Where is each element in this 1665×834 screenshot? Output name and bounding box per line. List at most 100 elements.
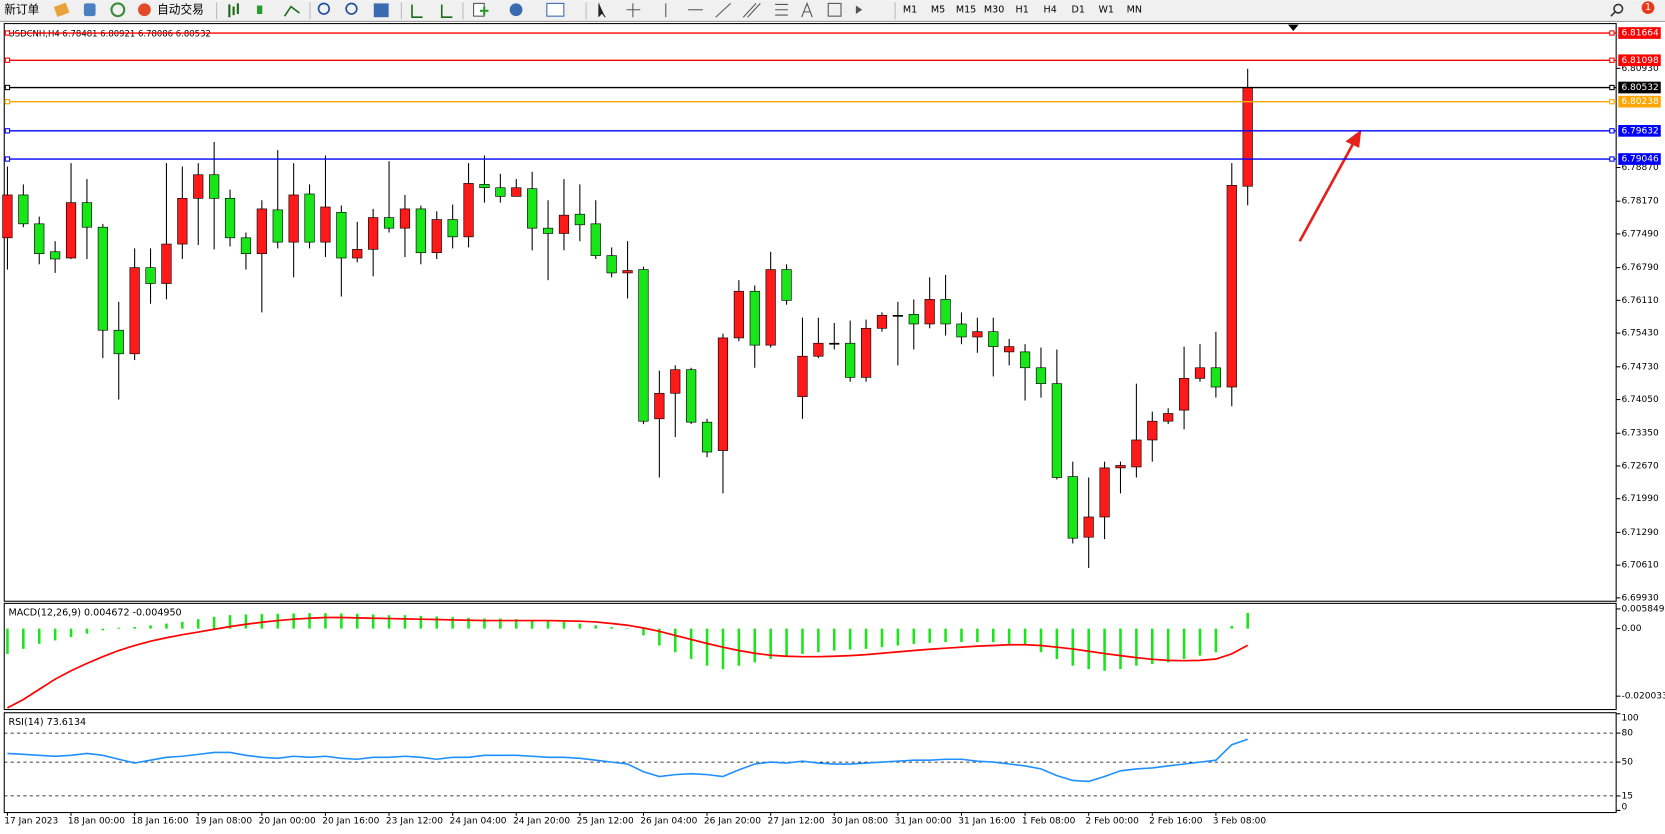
macd-bar (673, 628, 677, 653)
candle-body (654, 392, 665, 420)
timeframe-button[interactable]: H4 (1044, 4, 1057, 15)
timeframe-button[interactable]: M30 (984, 4, 1004, 15)
macd-bar (260, 614, 264, 629)
candle-body (1194, 367, 1206, 379)
macd-bar (1087, 628, 1090, 670)
candle-body (288, 194, 299, 243)
price-label-box (1618, 124, 1661, 137)
macd-bar (944, 628, 947, 643)
crosshair-icon[interactable] (626, 3, 641, 18)
price-label-box (1618, 27, 1661, 39)
x-tick-label: 2 Feb 16:00 (1149, 817, 1203, 827)
autoscroll-icon[interactable] (440, 4, 453, 19)
macd-bar (1182, 628, 1186, 659)
arrows-icon[interactable] (855, 5, 863, 15)
timeframe-button[interactable]: M15 (956, 4, 976, 15)
x-tick-label: 2 Feb 00:00 (1085, 817, 1139, 827)
macd-bar (1103, 628, 1106, 671)
candle-body (1035, 367, 1047, 384)
cursor-icon[interactable] (598, 3, 606, 18)
text-icon[interactable] (801, 1, 813, 18)
macd-bar (721, 628, 725, 670)
macd-bar (165, 623, 168, 629)
candle-body (1131, 439, 1142, 468)
macd-bar (801, 628, 804, 654)
y-tick-label: 6.80930 (1621, 64, 1659, 74)
macd-bar (928, 628, 931, 643)
annotation-arrowhead (1345, 129, 1362, 148)
timeframe-button[interactable]: D1 (1071, 4, 1084, 15)
line-icon[interactable] (283, 5, 300, 17)
candle-body (129, 267, 140, 355)
template-icon[interactable] (546, 2, 565, 17)
candle-body (1099, 467, 1110, 518)
candle-body (224, 198, 236, 239)
macd-bar (37, 628, 41, 644)
candle-body (558, 214, 570, 234)
macd-bar (562, 621, 566, 629)
line-handle (4, 57, 11, 63)
x-tick-label: 20 Jan 16:00 (322, 817, 379, 827)
label-icon[interactable] (827, 2, 842, 17)
zoom-in[interactable] (317, 2, 330, 15)
macd-bar (594, 625, 598, 629)
price-label: 6.79046 (1621, 155, 1659, 165)
new-order-button[interactable]: 新订单 (4, 2, 39, 16)
candle-body (383, 217, 395, 229)
macd-bar (1246, 612, 1249, 629)
timeframe-button[interactable]: H1 (1016, 4, 1029, 15)
candle-body (1163, 413, 1174, 422)
timeframe-button[interactable]: W1 (1098, 4, 1114, 15)
macd-bar (212, 616, 216, 629)
auto-trading-icon[interactable] (138, 3, 151, 17)
y-tick-label: 6.71290 (1621, 528, 1659, 538)
macd-bar (371, 614, 375, 629)
macd-bar (1023, 628, 1027, 646)
macd-bar (451, 617, 454, 629)
macd-bar (435, 616, 439, 629)
macd-bar (578, 623, 582, 629)
candle-body (622, 270, 633, 274)
candle-body (908, 314, 919, 325)
bar-chart-icon[interactable] (228, 3, 239, 18)
price-label: 6.79632 (1621, 126, 1658, 136)
icon[interactable] (110, 2, 126, 18)
y-tick-label: 15 (1621, 791, 1632, 801)
rsi-line (7, 738, 1248, 783)
zoom-out[interactable] (345, 2, 358, 15)
indicators-plus[interactable] (479, 6, 489, 16)
channel-icon[interactable] (742, 3, 761, 18)
candle-body (463, 183, 474, 238)
line-handle (4, 30, 11, 36)
macd-bar (785, 628, 788, 656)
timeframe-button[interactable]: M1 (903, 4, 917, 15)
candle-body (336, 211, 347, 259)
candle-body (18, 194, 29, 225)
candle-body (256, 208, 267, 254)
timeframe-button[interactable]: M5 (931, 4, 945, 15)
period-icon[interactable] (509, 3, 523, 17)
timeframe-button[interactable]: MN (1127, 4, 1142, 15)
macd-bar (817, 628, 820, 653)
icon[interactable] (83, 3, 96, 17)
fibo-icon[interactable] (775, 3, 788, 16)
x-tick-label: 25 Jan 12:00 (577, 817, 634, 827)
candle-body (304, 193, 315, 243)
macd-bar (610, 626, 613, 629)
notification-badge[interactable] (1641, 1, 1655, 15)
auto-trading-button[interactable]: 自动交易 (157, 2, 204, 16)
candle-icon[interactable] (256, 5, 263, 15)
candle-body (638, 269, 649, 422)
macd-bar (642, 628, 645, 636)
search-icon[interactable] (1613, 3, 1624, 14)
y-tick-label: 6.78170 (1621, 197, 1659, 207)
shift-icon[interactable] (411, 4, 423, 19)
candle-body (765, 269, 776, 346)
y-tick-label: 6.76790 (1621, 263, 1659, 273)
candle-body (1067, 476, 1078, 539)
icon[interactable] (53, 2, 70, 17)
tile-icon[interactable] (373, 3, 389, 18)
price-label: 6.80532 (1621, 83, 1658, 93)
trendline-icon[interactable] (715, 3, 731, 18)
candle-body (177, 198, 188, 245)
